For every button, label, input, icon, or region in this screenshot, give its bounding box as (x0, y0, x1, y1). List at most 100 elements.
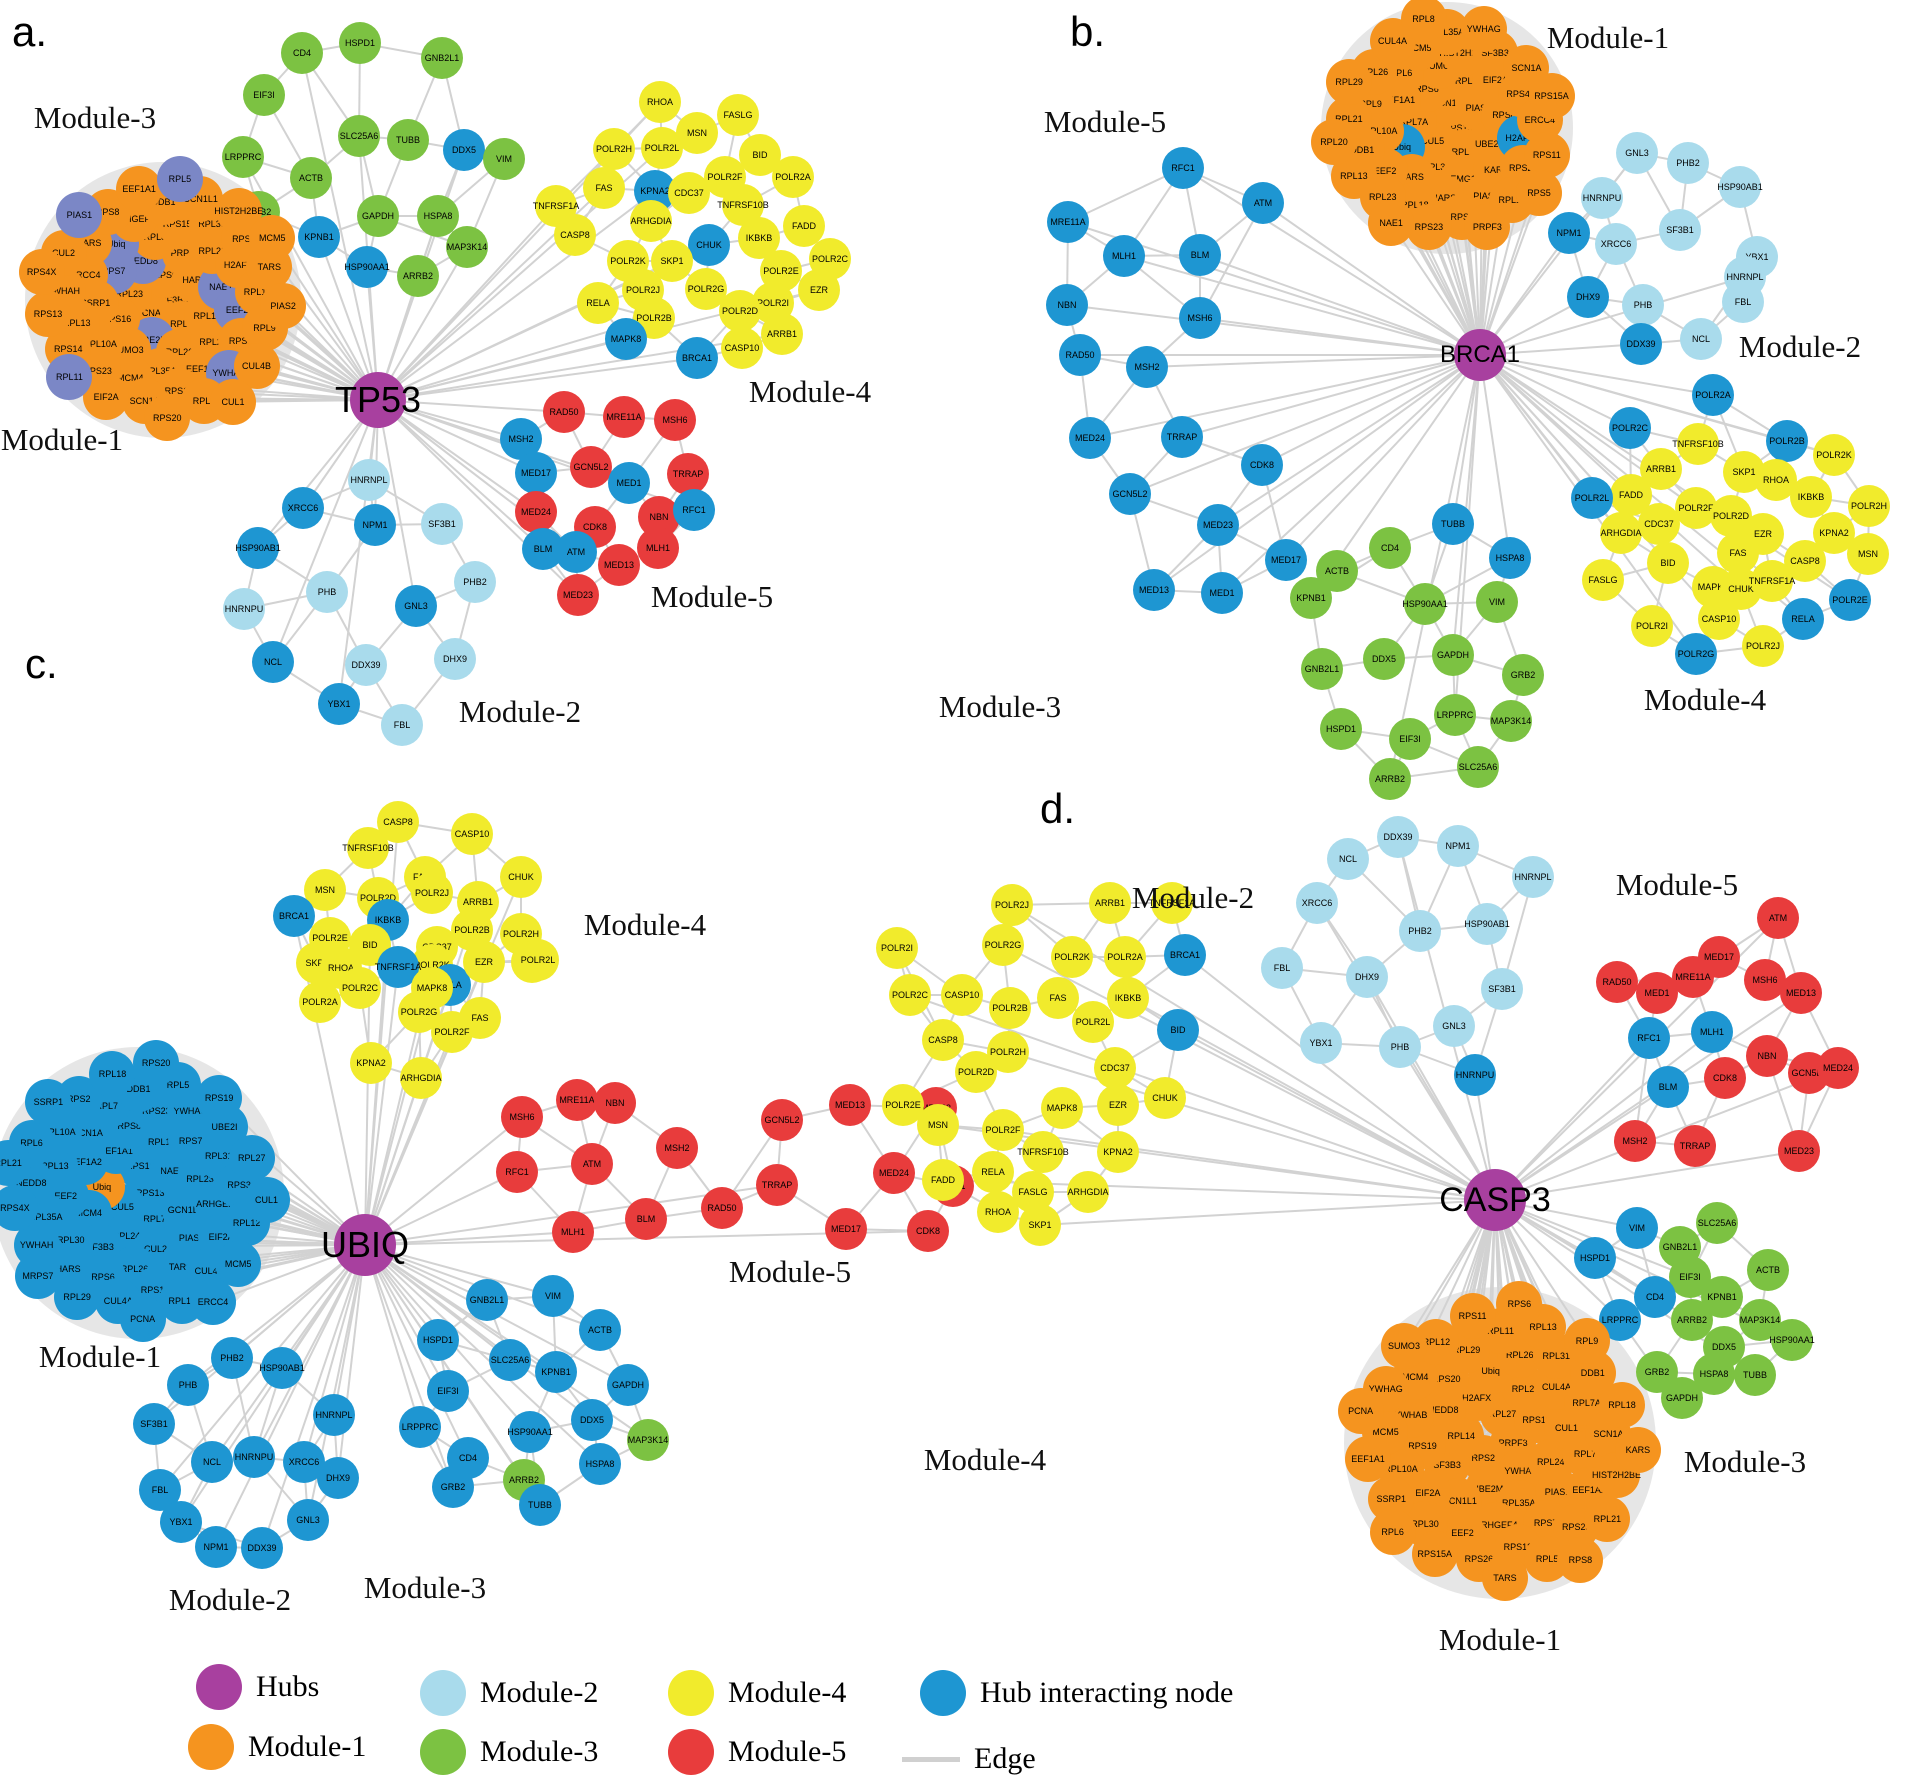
node-mcm5[interactable]: MCM5 (215, 1241, 262, 1288)
node-casp8[interactable]: CASP8 (922, 1019, 964, 1061)
node-hsp90aa1[interactable]: HSP90AA1 (1402, 583, 1448, 625)
node-rpl29[interactable]: RPL29 (1326, 58, 1373, 105)
node-ddx39[interactable]: DDX39 (1620, 323, 1662, 365)
node-cul1[interactable]: CUL1 (210, 378, 257, 425)
node-cul1[interactable]: CUL1 (243, 1176, 290, 1223)
node-phb[interactable]: PHB (1622, 284, 1664, 326)
node-fbl[interactable]: FBL (381, 704, 423, 746)
node-sf3b1[interactable]: SF3B1 (421, 503, 463, 545)
node-brca1[interactable]: BRCA1 (676, 337, 718, 379)
node-actb[interactable]: ACTB (1747, 1249, 1789, 1291)
node-gnb2l1[interactable]: GNB2L1 (421, 37, 463, 79)
node-fas[interactable]: FAS (1717, 532, 1759, 574)
node-rela[interactable]: RELA (972, 1151, 1014, 1193)
node-polr2h[interactable]: POLR2H (1848, 485, 1890, 527)
node-dhx9[interactable]: DHX9 (1346, 956, 1388, 998)
node-actb[interactable]: ACTB (290, 157, 332, 199)
node-rfc1[interactable]: RFC1 (496, 1151, 538, 1193)
node-hnrnpu[interactable]: HNRNPU (233, 1436, 275, 1478)
node-polr2a[interactable]: POLR2A (772, 156, 814, 198)
node-rpl6[interactable]: RPL6 (1369, 1508, 1416, 1555)
node-msn[interactable]: MSN (1847, 533, 1889, 575)
node-gapdh[interactable]: GAPDH (1661, 1377, 1703, 1419)
node-polr2l[interactable]: POLR2L (1072, 1001, 1114, 1043)
node-fadd[interactable]: FADD (783, 205, 825, 247)
node-mlh1[interactable]: MLH1 (1691, 1011, 1733, 1053)
node-gnb2l1[interactable]: GNB2L1 (466, 1279, 508, 1321)
node-ikbkb[interactable]: IKBKB (1107, 977, 1149, 1019)
node-gapdh[interactable]: GAPDH (357, 195, 399, 237)
node-tnfrsf1a[interactable]: TNFRSF1A (1149, 882, 1195, 924)
node-cd4[interactable]: CD4 (1369, 527, 1411, 569)
node-cdc37[interactable]: CDC37 (1094, 1047, 1136, 1089)
node-tubb[interactable]: TUBB (519, 1484, 561, 1526)
node-hspd1[interactable]: HSPD1 (417, 1319, 459, 1361)
node-hspa8[interactable]: HSPA8 (417, 195, 459, 237)
node-med17[interactable]: MED17 (1265, 539, 1307, 581)
node-rpl8[interactable]: RPL8 (1400, 0, 1447, 42)
node-rpl27[interactable]: RPL27 (228, 1134, 275, 1181)
node-kpna2[interactable]: KPNA2 (350, 1042, 392, 1084)
node-ddx5[interactable]: DDX5 (1363, 638, 1405, 680)
node-rps8[interactable]: RPS8 (1557, 1536, 1604, 1583)
node-arhgdia[interactable]: ARHGDIA (400, 1057, 442, 1099)
node-npm1[interactable]: NPM1 (1548, 212, 1590, 254)
node-sf3b1[interactable]: SF3B1 (133, 1403, 175, 1445)
node-polr2l[interactable]: POLR2L (517, 939, 559, 981)
node-rfc1[interactable]: RFC1 (1628, 1017, 1670, 1059)
node-polr2b[interactable]: POLR2B (989, 987, 1031, 1029)
node-ywhag[interactable]: YWHAG (1460, 5, 1507, 52)
node-tubb[interactable]: TUBB (1432, 503, 1474, 545)
node-polr2j[interactable]: POLR2J (1742, 625, 1784, 667)
node-atm[interactable]: ATM (1242, 182, 1284, 224)
node-rhoa[interactable]: RHOA (639, 81, 681, 123)
node-slc25a6[interactable]: SLC25A6 (338, 115, 380, 157)
node-hsp90ab1[interactable]: HSP90AB1 (259, 1347, 305, 1389)
node-rpl11[interactable]: RPL11 (46, 354, 93, 401)
node-phb2[interactable]: PHB2 (454, 561, 496, 603)
node-pias2[interactable]: PIAS2 (260, 283, 307, 330)
node-polr2f[interactable]: POLR2F (1675, 487, 1717, 529)
node-med1[interactable]: MED1 (1636, 972, 1678, 1014)
node-hnrnpl[interactable]: HNRNPL (1512, 856, 1554, 898)
node-phb2[interactable]: PHB2 (1667, 142, 1709, 184)
node-polr2f[interactable]: POLR2F (431, 1011, 473, 1053)
node-actb[interactable]: ACTB (579, 1309, 621, 1351)
node-trrap[interactable]: TRRAP (756, 1164, 798, 1206)
node-cdk8[interactable]: CDK8 (1704, 1057, 1746, 1099)
node-ybx1[interactable]: YBX1 (160, 1501, 202, 1543)
node-rfc1[interactable]: RFC1 (1162, 147, 1204, 189)
node-hsp90ab1[interactable]: HSP90AB1 (235, 527, 281, 569)
node-casp10[interactable]: CASP10 (941, 974, 983, 1016)
node-polr2k[interactable]: POLR2K (1051, 936, 1093, 978)
node-map3k14[interactable]: MAP3K14 (1739, 1299, 1781, 1341)
node-msh6[interactable]: MSH6 (1179, 297, 1221, 339)
node-phb[interactable]: PHB (167, 1364, 209, 1406)
node-casp10[interactable]: CASP10 (451, 813, 493, 855)
node-fas[interactable]: FAS (1037, 977, 1079, 1019)
node-hspa8[interactable]: HSPA8 (1489, 537, 1531, 579)
node-rps11[interactable]: RPS11 (1449, 1292, 1496, 1339)
node-bid[interactable]: BID (1157, 1009, 1199, 1051)
node-dhx9[interactable]: DHX9 (434, 638, 476, 680)
node-rad50[interactable]: RAD50 (1059, 334, 1101, 376)
node-gnl3[interactable]: GNL3 (1433, 1005, 1475, 1047)
node-chuk[interactable]: CHUK (688, 224, 730, 266)
node-med24[interactable]: MED24 (1817, 1047, 1859, 1089)
node-rpl20[interactable]: RPL20 (1310, 119, 1357, 166)
node-mlh1[interactable]: MLH1 (637, 527, 679, 569)
hub-casp3[interactable]: CASP3 (1439, 1169, 1551, 1231)
node-med13[interactable]: MED13 (1133, 569, 1175, 611)
node-ncl[interactable]: NCL (1680, 318, 1722, 360)
node-hspd1[interactable]: HSPD1 (339, 22, 381, 64)
node-nbn[interactable]: NBN (1746, 1035, 1788, 1077)
node-phb2[interactable]: PHB2 (211, 1337, 253, 1379)
node-chuk[interactable]: CHUK (500, 856, 542, 898)
node-ncl[interactable]: NCL (191, 1441, 233, 1483)
node-ncl[interactable]: NCL (1327, 838, 1369, 880)
node-msh6[interactable]: MSH6 (501, 1096, 543, 1138)
node-casp8[interactable]: CASP8 (554, 214, 596, 256)
node-polr2j[interactable]: POLR2J (991, 884, 1033, 926)
node-sumo3[interactable]: SUMO3 (1380, 1322, 1427, 1369)
node-cdc37[interactable]: CDC37 (668, 172, 710, 214)
